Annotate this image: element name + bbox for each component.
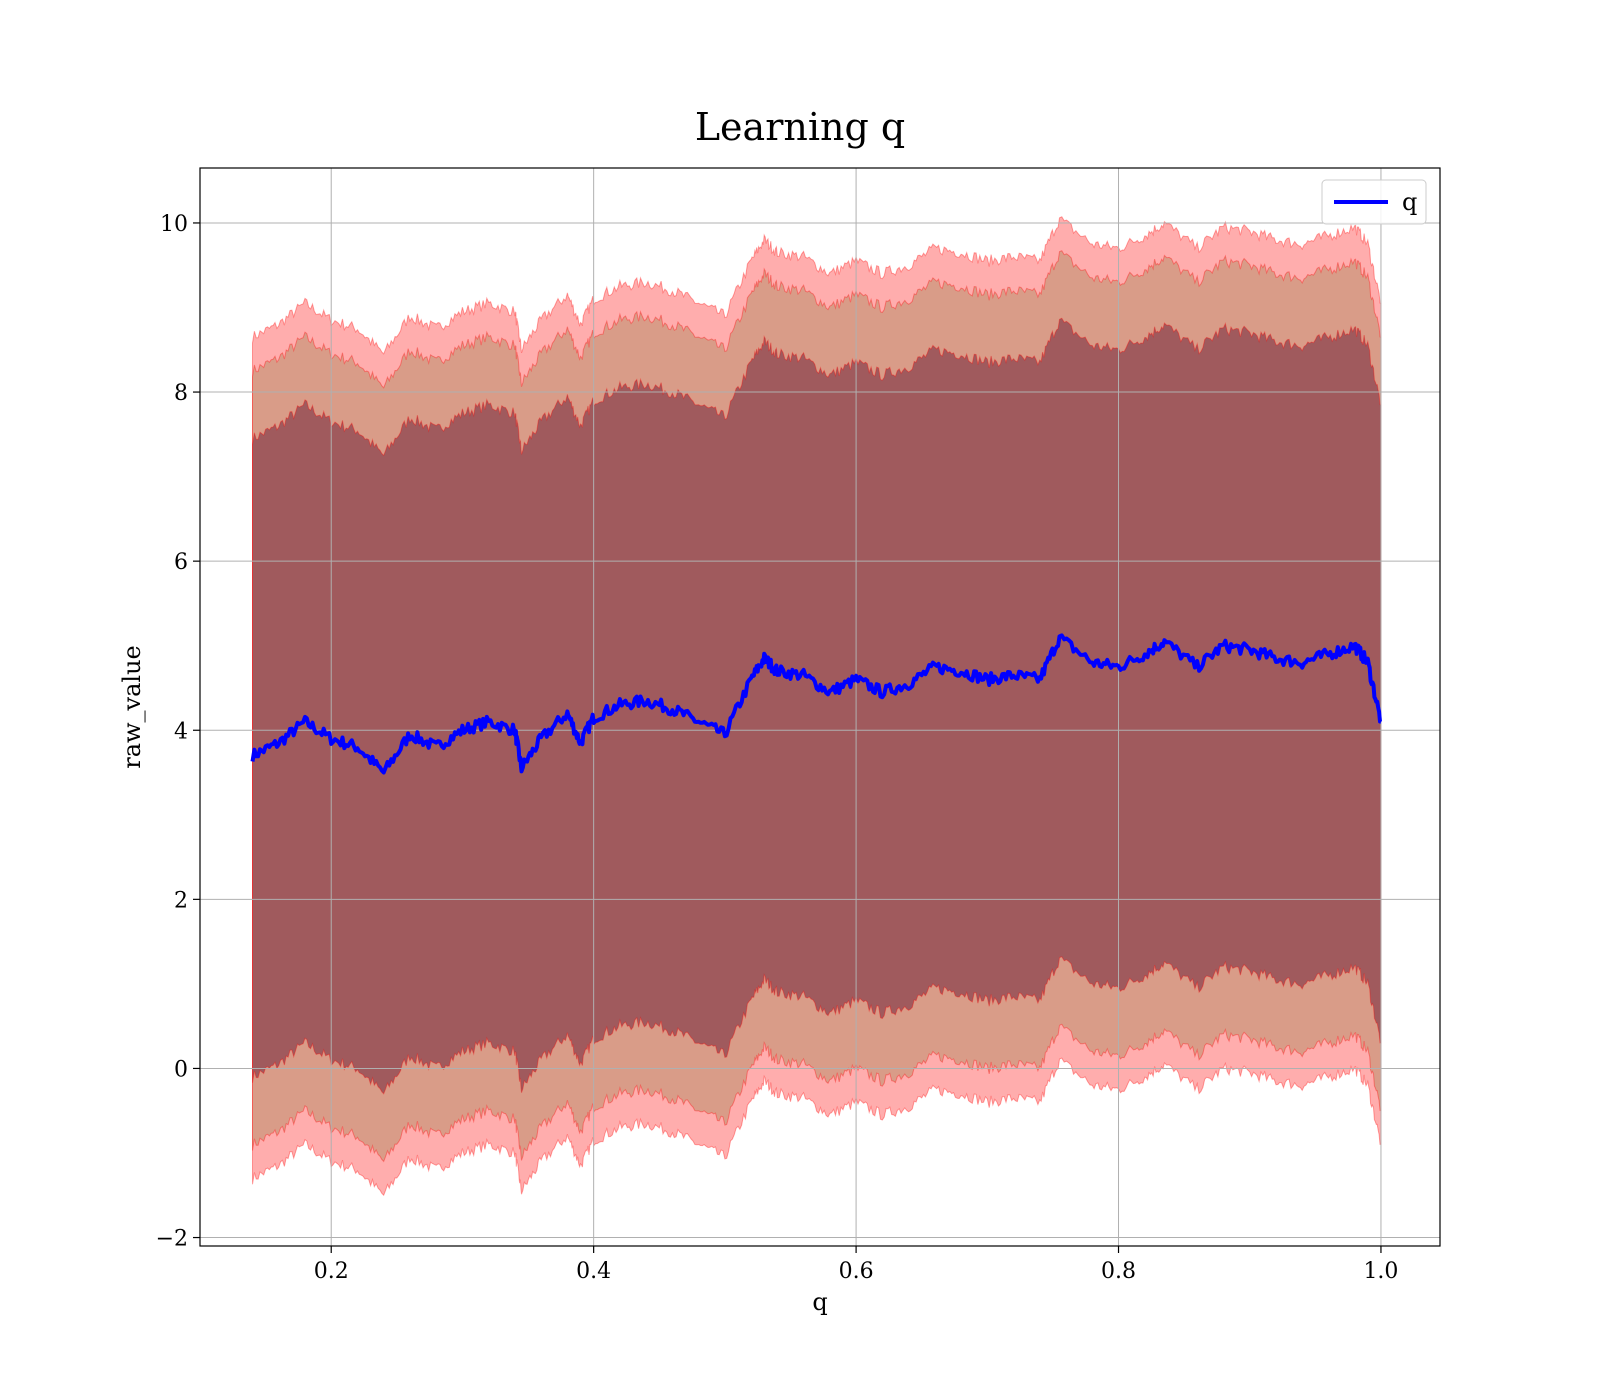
x-tick-label: 0.4	[576, 1259, 611, 1284]
y-tick-label: 6	[174, 550, 188, 575]
x-tick-label: 0.2	[314, 1259, 349, 1284]
x-tick-label: 0.8	[1101, 1259, 1136, 1284]
y-axis-label: raw_value	[118, 645, 146, 769]
chart-title: Learning q	[695, 105, 905, 149]
plot-frame	[199, 167, 1441, 1247]
axis-ticks: 0.2 0.4 0.6 0.8 1.0 −2 0 2 4 6 8 10	[156, 212, 1399, 1284]
y-tick-label: 2	[174, 888, 188, 913]
series-lines	[250, 633, 1382, 775]
series-line-q	[250, 633, 1382, 775]
y-tick-label: 0	[174, 1057, 188, 1082]
y-tick-label: 8	[174, 381, 188, 406]
x-tick-label: 0.6	[839, 1259, 874, 1284]
confidence-bands	[252, 216, 1382, 1197]
x-tick-label: 1.0	[1363, 1259, 1398, 1284]
legend: q	[1321, 179, 1427, 225]
band-3	[252, 317, 1382, 1095]
y-tick-label: 4	[174, 719, 188, 744]
y-tick-label: 10	[160, 212, 188, 237]
grid	[200, 168, 1440, 1246]
legend-label-q: q	[1402, 188, 1417, 216]
y-tick-label: −2	[156, 1227, 188, 1252]
x-axis-label: q	[812, 1288, 827, 1316]
